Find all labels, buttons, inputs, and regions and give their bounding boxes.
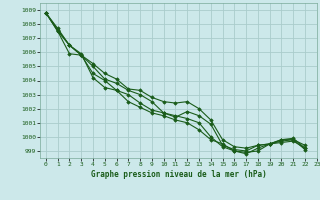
X-axis label: Graphe pression niveau de la mer (hPa): Graphe pression niveau de la mer (hPa)	[91, 170, 266, 179]
